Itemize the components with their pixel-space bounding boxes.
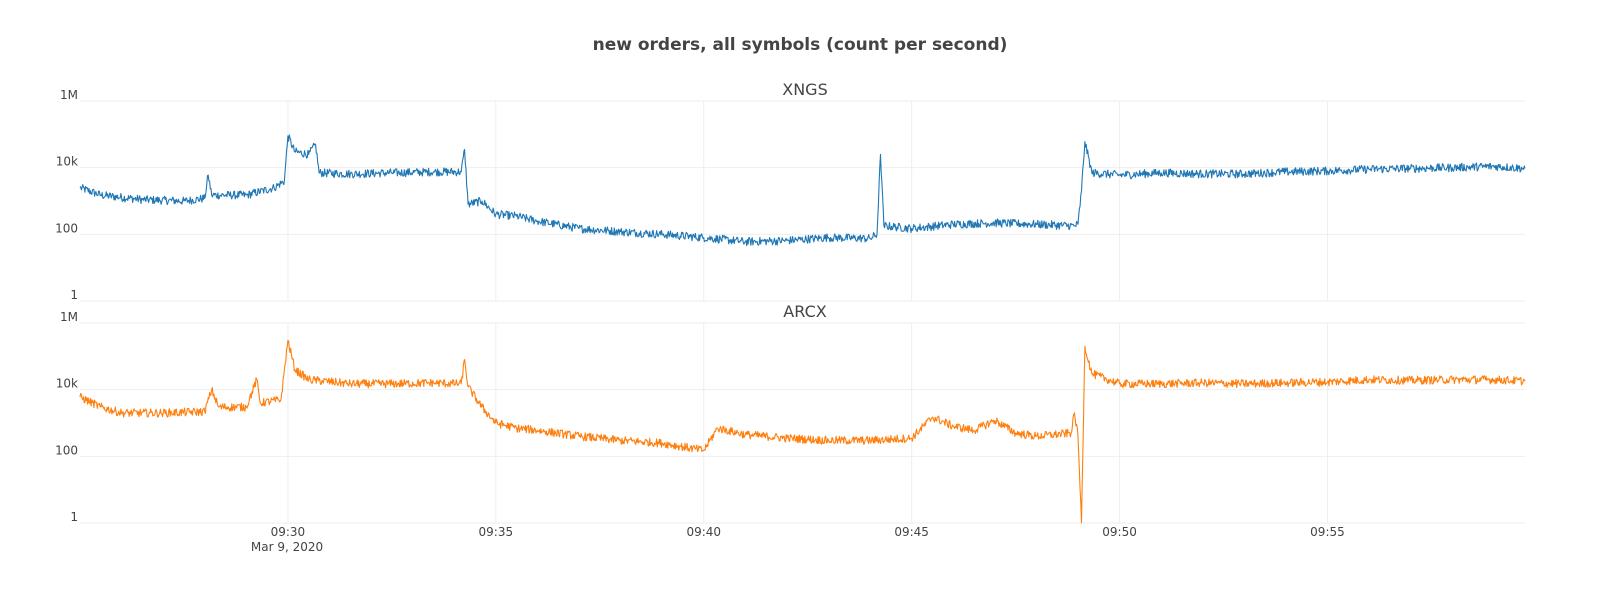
x-tick-0945: 09:45 (894, 525, 929, 539)
panel-xngs-grid (80, 100, 1525, 302)
panel-arcx-series (79, 339, 1526, 524)
panel-xngs-y-tick-100: 100 (55, 221, 78, 235)
panel-xngs-series (79, 134, 1526, 247)
panel-xngs-y-tick-1: 1 (70, 288, 78, 302)
panel-arcx-y-tick-100: 100 (55, 443, 78, 457)
panel-xngs-y-tick-1M: 1M (60, 88, 78, 102)
panel-arcx: ARCX 1 100 10k 1M (55, 302, 1526, 524)
x-axis-ticks: 09:30 09:35 09:40 09:45 09:50 09:55 (271, 525, 1345, 539)
panel-xngs: XNGS 1 100 10k 1M (55, 80, 1526, 302)
panel-arcx-y-tick-1M: 1M (60, 310, 78, 324)
series-line-xngs (79, 134, 1526, 247)
x-tick-0930: 09:30 (271, 525, 306, 539)
panel-xngs-title: XNGS (782, 80, 827, 99)
chart-title: new orders, all symbols (count per secon… (593, 35, 1008, 55)
panel-arcx-title: ARCX (783, 302, 826, 321)
x-axis-date-label: Mar 9, 2020 (251, 540, 323, 554)
x-tick-0955: 09:55 (1310, 525, 1345, 539)
panel-arcx-y-ticks: 1 100 10k 1M (55, 310, 78, 524)
series-line-arcx (79, 339, 1526, 524)
x-tick-0935: 09:35 (479, 525, 514, 539)
panel-arcx-y-tick-10k: 10k (56, 377, 78, 391)
x-tick-0950: 09:50 (1102, 525, 1137, 539)
panel-xngs-y-tick-10k: 10k (56, 155, 78, 169)
panel-arcx-grid (80, 322, 1525, 524)
panel-xngs-y-ticks: 1 100 10k 1M (55, 88, 78, 302)
x-tick-0940: 09:40 (686, 525, 721, 539)
panel-arcx-y-tick-1: 1 (70, 510, 78, 524)
